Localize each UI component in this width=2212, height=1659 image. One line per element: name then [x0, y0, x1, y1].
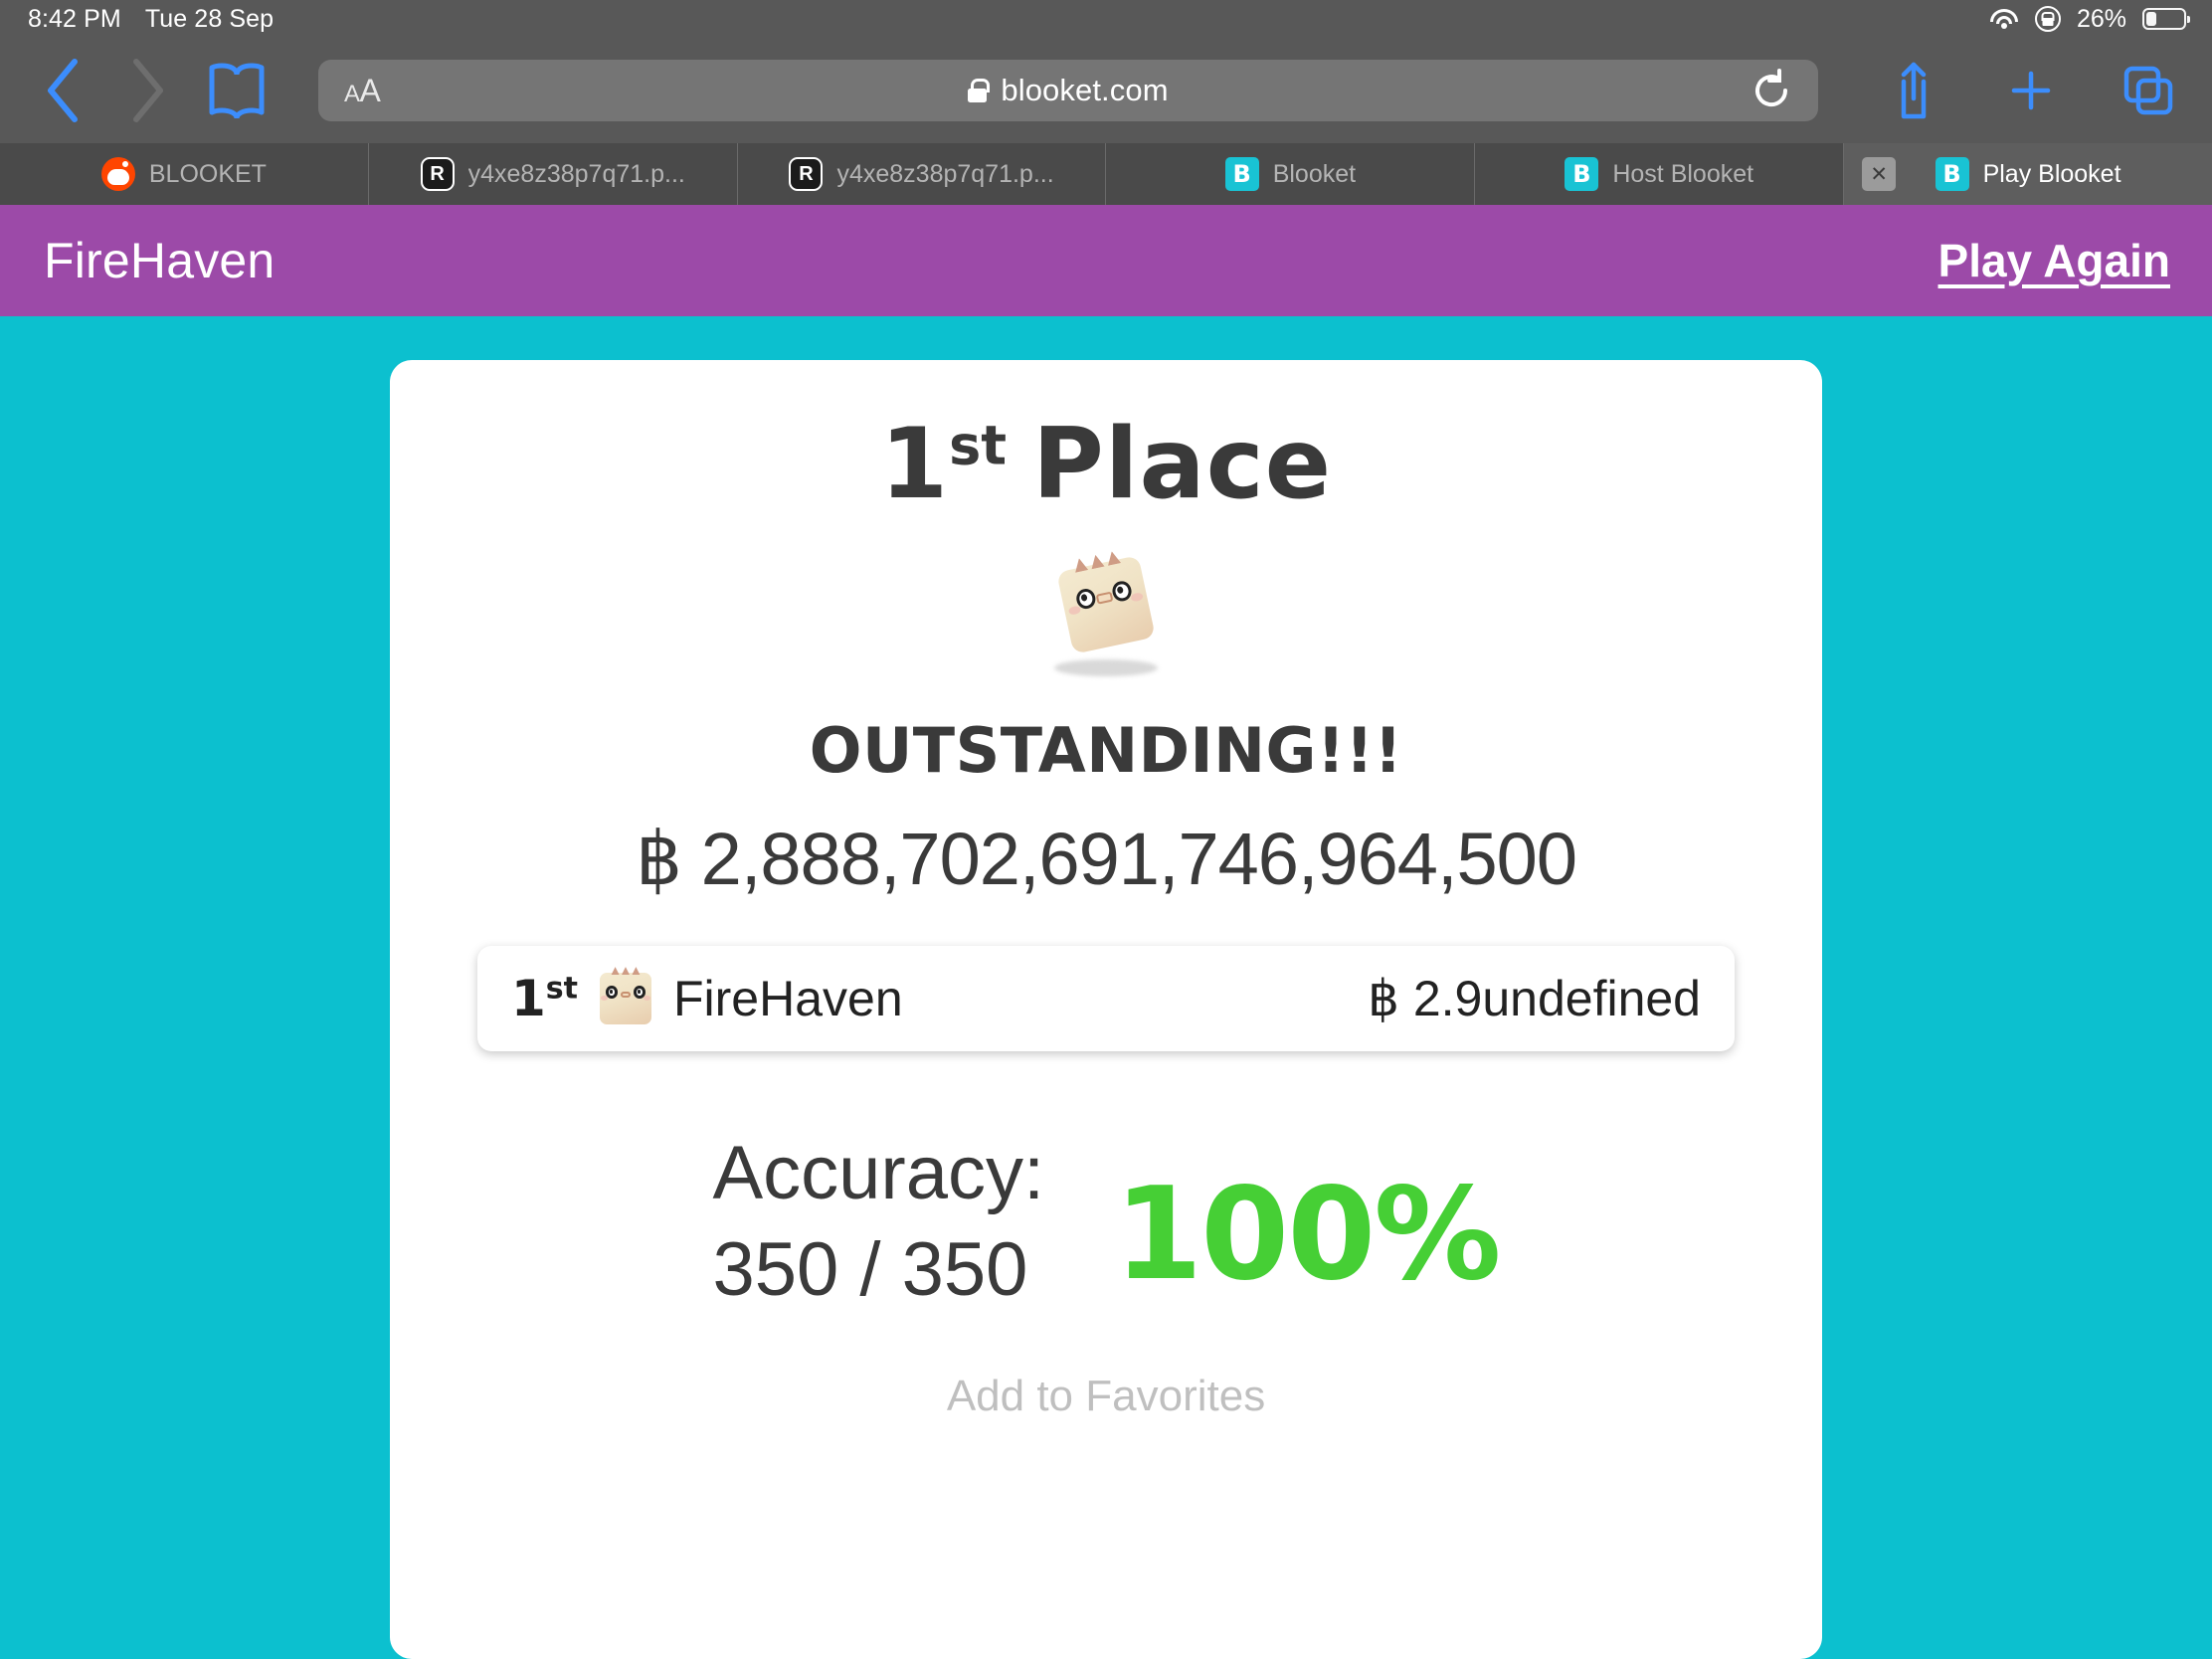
accuracy-label: Accuracy:	[712, 1130, 1045, 1215]
lock-icon	[968, 79, 991, 102]
blooket-results-page: FireHaven Play Again 1st Place	[0, 205, 2212, 1659]
token-total: ฿ 2,888,702,691,746,964,500	[436, 817, 1776, 902]
status-time: 8:42 PM	[28, 4, 121, 33]
place-word: Place	[1032, 408, 1333, 521]
praise-text: OUTSTANDING!!!	[809, 713, 1403, 787]
back-button[interactable]	[22, 49, 105, 132]
play-again-link[interactable]: Play Again	[1937, 235, 2170, 286]
browser-tab-play-blooket[interactable]: ✕ B Play Blooket	[1844, 143, 2212, 205]
owl-blook-icon	[600, 967, 651, 1024]
status-bar-right: 26%	[1989, 4, 2190, 34]
accuracy-text-block: Accuracy: 350 / 350	[712, 1125, 1044, 1319]
browser-tab-blooket[interactable]: B Blooket	[1106, 143, 1476, 205]
game-header-bar: FireHaven Play Again	[0, 205, 2212, 316]
tab-bar: BLOOKET R y4xe8z38p7q71.p... R y4xe8z38p…	[0, 143, 2212, 205]
book-icon	[209, 63, 265, 118]
tab-label: BLOOKET	[148, 159, 267, 188]
token-amount: 2,888,702,691,746,964,500	[700, 817, 1577, 900]
new-tab-button[interactable]	[1995, 55, 2067, 126]
address-bar[interactable]: AA blooket.com	[318, 60, 1818, 121]
winner-blook-display	[436, 563, 1776, 676]
status-date: Tue 28 Sep	[144, 4, 275, 33]
place-number: 1	[879, 408, 950, 521]
tab-label: Host Blooket	[1612, 159, 1754, 188]
owl-blook-icon	[1056, 555, 1156, 654]
wifi-icon	[1989, 8, 2019, 30]
close-tab-button[interactable]: ✕	[1862, 157, 1897, 191]
blooket-icon: B	[1224, 157, 1259, 191]
bookmarks-button[interactable]	[189, 49, 284, 132]
leaderboard-score: ฿ 2.9undefined	[1368, 970, 1701, 1026]
browser-tab-blooket-reddit[interactable]: BLOOKET	[0, 143, 369, 205]
browser-tab-host-blooket[interactable]: B Host Blooket	[1475, 143, 1845, 205]
currency-symbol: ฿	[636, 817, 682, 900]
battery-icon	[2142, 8, 2190, 30]
place-ordinal: st	[949, 414, 1008, 477]
browser-tab-y4xe-2[interactable]: R y4xe8z38p7q71.p...	[738, 143, 1107, 205]
browser-tab-y4xe-1[interactable]: R y4xe8z38p7q71.p...	[369, 143, 738, 205]
tab-label: y4xe8z38p7q71.p...	[836, 159, 1054, 188]
accuracy-section: Accuracy: 350 / 350 100%	[436, 1125, 1776, 1319]
leaderboard-row: 1st FireHaven ฿ 2.9undefined	[477, 945, 1735, 1051]
show-tabs-button[interactable]	[2113, 55, 2184, 126]
leaderboard-player-name: FireHaven	[673, 970, 903, 1026]
accuracy-fraction: 350 / 350	[712, 1227, 1028, 1313]
reload-icon	[1755, 69, 1788, 107]
text-size-button[interactable]: AA	[344, 72, 381, 108]
blooket-icon: B	[1565, 157, 1599, 191]
share-button[interactable]	[1878, 55, 1949, 126]
reload-button[interactable]	[1751, 69, 1792, 112]
tab-label: Blooket	[1272, 159, 1357, 188]
rotation-lock-icon	[2034, 6, 2061, 32]
tab-label: Play Blooket	[1982, 159, 2121, 188]
chevron-left-icon	[48, 59, 78, 122]
leaderboard-rank: 1st	[511, 969, 578, 1027]
plus-icon	[2011, 71, 2051, 110]
blooket-icon: B	[1935, 157, 1969, 191]
battery-percent: 26%	[2076, 4, 2126, 33]
reddit-icon	[100, 157, 135, 191]
chevron-right-icon	[133, 59, 163, 122]
url-display: blooket.com	[318, 73, 1818, 108]
share-icon	[1901, 62, 1927, 119]
r-icon: R	[789, 157, 824, 191]
status-bar-left: 8:42 PM Tue 28 Sep	[28, 5, 274, 34]
toolbar-right-actions	[1878, 55, 2190, 126]
tabs-icon	[2123, 66, 2173, 115]
player-name: FireHaven	[44, 233, 276, 288]
card-footer-text: Add to Favorites	[946, 1372, 1266, 1421]
place-title: 1st Place	[436, 411, 1776, 519]
results-card: 1st Place OUTSTANDING!!! ฿	[390, 360, 1822, 1659]
ios-status-bar: 8:42 PM Tue 28 Sep 26%	[0, 0, 2212, 38]
r-icon: R	[420, 157, 455, 191]
safari-toolbar: AA blooket.com	[0, 38, 2212, 143]
accuracy-percent: 100%	[1114, 1160, 1501, 1309]
forward-button	[105, 49, 189, 132]
tab-label: y4xe8z38p7q71.p...	[467, 159, 685, 188]
blook-shadow	[1054, 658, 1158, 676]
url-text: blooket.com	[1001, 73, 1169, 107]
